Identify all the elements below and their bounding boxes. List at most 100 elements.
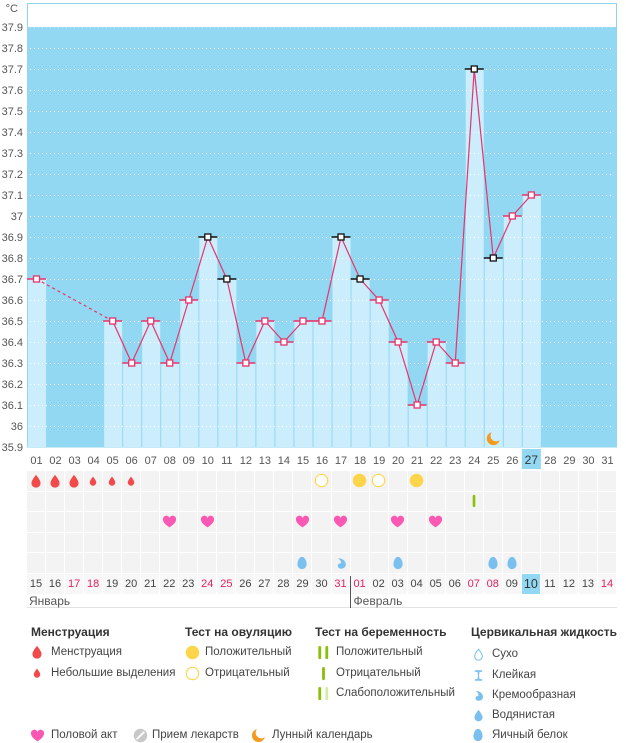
day-cell[interactable] (293, 491, 312, 511)
day-cell[interactable] (65, 532, 84, 552)
x-tick-label[interactable]: 12 (240, 455, 252, 467)
x-tick-label[interactable]: 17 (335, 455, 347, 467)
day-cell[interactable] (46, 532, 65, 552)
calendar-date[interactable]: 30 (312, 574, 331, 594)
calendar-date[interactable]: 06 (445, 574, 464, 594)
day-cell[interactable] (46, 491, 65, 511)
day-cell[interactable] (274, 532, 293, 552)
temperature-point[interactable] (527, 191, 536, 199)
day-cell[interactable] (350, 512, 369, 532)
calendar-date[interactable]: 17 (65, 574, 84, 594)
day-cell[interactable] (255, 532, 274, 552)
calendar-date[interactable]: 03 (388, 574, 407, 594)
day-cell[interactable] (502, 532, 521, 552)
day-cell[interactable] (483, 512, 502, 532)
temperature-point[interactable] (413, 401, 421, 409)
temperature-point[interactable] (204, 233, 212, 241)
day-cell[interactable] (103, 471, 122, 491)
calendar-date[interactable]: 21 (141, 574, 160, 594)
day-cell[interactable] (464, 491, 483, 511)
day-cell[interactable] (445, 471, 464, 491)
calendar-date[interactable]: 19 (103, 574, 122, 594)
day-cell[interactable] (559, 512, 578, 532)
x-tick-label[interactable]: 28 (544, 455, 556, 467)
calendar-date[interactable]: 26 (236, 574, 255, 594)
x-tick-label[interactable]: 11 (221, 455, 232, 467)
calendar-date[interactable]: 28 (274, 574, 293, 594)
day-cell[interactable] (388, 491, 407, 511)
day-cell[interactable] (331, 471, 350, 491)
temperature-point[interactable] (32, 275, 41, 283)
x-tick-label[interactable]: 14 (278, 455, 290, 467)
day-cell[interactable] (84, 532, 103, 552)
day-cell[interactable] (84, 553, 103, 573)
day-cell[interactable] (540, 491, 559, 511)
day-cell[interactable] (217, 471, 236, 491)
day-cell[interactable] (483, 553, 502, 573)
day-cell[interactable] (312, 553, 331, 573)
day-cell[interactable] (426, 532, 445, 552)
day-cell[interactable] (540, 471, 559, 491)
day-cell[interactable] (160, 512, 179, 532)
x-tick-label[interactable]: 01 (30, 455, 42, 467)
day-cell[interactable] (27, 491, 46, 511)
temperature-point[interactable] (242, 359, 250, 367)
day-cell[interactable] (597, 532, 616, 552)
day-cell[interactable] (65, 491, 84, 511)
day-cell[interactable] (179, 532, 198, 552)
day-cell[interactable] (388, 532, 407, 552)
day-cell[interactable] (160, 553, 179, 573)
day-cell[interactable] (464, 512, 483, 532)
day-cell[interactable] (65, 512, 84, 532)
day-cell[interactable] (369, 532, 388, 552)
day-cell[interactable] (464, 553, 483, 573)
day-cell[interactable] (597, 512, 616, 532)
x-tick-label[interactable]: 15 (297, 455, 309, 467)
day-cell[interactable] (65, 553, 84, 573)
temperature-point[interactable] (147, 317, 155, 325)
x-tick-label[interactable]: 19 (373, 455, 385, 467)
day-cell[interactable] (46, 512, 65, 532)
day-cell[interactable] (255, 512, 274, 532)
calendar-date[interactable]: 07 (464, 574, 483, 594)
day-cell[interactable] (350, 532, 369, 552)
day-cell[interactable] (426, 553, 445, 573)
temperature-point[interactable] (108, 317, 117, 325)
day-cell[interactable] (236, 512, 255, 532)
day-cell[interactable] (464, 532, 483, 552)
day-cell[interactable] (502, 553, 521, 573)
day-cell[interactable] (46, 553, 65, 573)
day-cell[interactable] (46, 471, 65, 491)
day-cell[interactable] (27, 471, 46, 491)
day-cell[interactable] (578, 471, 597, 491)
day-cell[interactable] (426, 471, 445, 491)
day-cell[interactable] (502, 471, 521, 491)
day-cell[interactable] (160, 491, 179, 511)
day-cell[interactable] (27, 532, 46, 552)
day-cell[interactable] (521, 491, 540, 511)
temperature-point[interactable] (470, 65, 478, 73)
x-tick-label[interactable]: 05 (107, 455, 119, 467)
day-cell[interactable] (407, 512, 426, 532)
day-cell[interactable] (312, 471, 331, 491)
day-cell[interactable] (350, 491, 369, 511)
day-cell[interactable] (236, 532, 255, 552)
x-tick-label[interactable]: 24 (468, 455, 480, 467)
day-cell[interactable] (179, 471, 198, 491)
calendar-date[interactable]: 14 (597, 574, 616, 594)
day-cell[interactable] (388, 471, 407, 491)
calendar-date[interactable]: 31 (331, 574, 350, 594)
day-cell[interactable] (122, 532, 141, 552)
day-cell[interactable] (274, 553, 293, 573)
calendar-date[interactable]: 22 (160, 574, 179, 594)
day-cell[interactable] (160, 532, 179, 552)
x-tick-label[interactable]: 20 (392, 455, 404, 467)
temperature-point[interactable] (185, 296, 193, 304)
calendar-date[interactable]: 24 (198, 574, 217, 594)
day-cell[interactable] (445, 532, 464, 552)
calendar-date[interactable]: 23 (179, 574, 198, 594)
day-cell[interactable] (369, 512, 388, 532)
day-cell[interactable] (179, 553, 198, 573)
day-cell[interactable] (141, 532, 160, 552)
day-cell[interactable] (369, 553, 388, 573)
